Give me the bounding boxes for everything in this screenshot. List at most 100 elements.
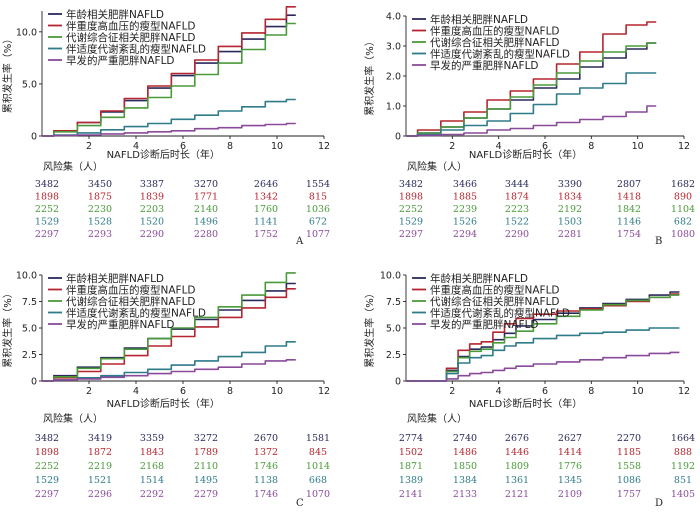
risk-table-cell: 890 — [674, 192, 692, 203]
risk-table-cell: 1361 — [505, 475, 529, 486]
risk-table-cell: 1885 — [453, 192, 477, 203]
x-tick-label: 8 — [227, 141, 233, 152]
risk-table-cell: 1875 — [88, 192, 112, 203]
series-line — [42, 122, 296, 137]
legend-entry: 代谢综合征相关肥胖NAFLD — [430, 295, 560, 308]
series-line — [406, 294, 680, 382]
risk-table-cell: 1080 — [671, 229, 695, 240]
risk-table-cell: 2109 — [558, 489, 582, 500]
series-line — [42, 359, 296, 382]
risk-table-cell: 1664 — [671, 433, 695, 444]
panel-A: 2 4 6 8 10 12 0 5.0 10.0 NAFLD诊断后时长（年） 累积发生率（%） 年龄相… — [1, 6, 330, 247]
risk-table-title: 风险集（人） — [407, 412, 467, 425]
legend-entry: 代谢综合征相关肥胖NAFLD — [66, 295, 196, 308]
legend: 年龄相关肥胖NAFLD伴重度高血压的瘦型NAFLD代谢综合征相关肥胖NAFLD伴… — [412, 13, 570, 72]
legend-entry: 伴适度代谢紊乱的瘦型NAFLD — [430, 307, 570, 320]
risk-table-cell: 815 — [309, 192, 327, 203]
risk-table-cell: 2740 — [453, 433, 477, 444]
legend-entry: 早发的严重肥胖NAFLD — [430, 318, 539, 331]
risk-table-cell: 2290 — [505, 229, 529, 240]
risk-table-cell: 1496 — [194, 217, 218, 228]
legend-entry: 伴适度代谢紊乱的瘦型NAFLD — [66, 307, 206, 320]
risk-table-cell: 1898 — [399, 192, 423, 203]
risk-table-cell: 1014 — [306, 461, 330, 472]
risk-table-cell: 2252 — [35, 461, 59, 472]
risk-table-cell: 2646 — [254, 179, 278, 190]
risk-table-cell: 1776 — [558, 461, 582, 472]
risk-table-cell: 3450 — [88, 179, 112, 190]
risk-table-cell: 3390 — [558, 179, 582, 190]
risk-table-cell: 1898 — [35, 192, 59, 203]
x-tick-label: 4 — [496, 386, 502, 397]
risk-table-cell: 3270 — [194, 179, 218, 190]
y-tick-label: 2.0 — [386, 72, 401, 83]
legend-entry: 早发的严重肥胖NAFLD — [66, 318, 175, 331]
risk-table-cell: 1502 — [399, 447, 423, 458]
risk-table-cell: 2252 — [399, 204, 423, 215]
risk-table-cell: 1141 — [254, 217, 278, 228]
y-tick-label: 0 — [395, 132, 401, 143]
panel-label: B — [655, 236, 662, 247]
x-tick-label: 4 — [496, 141, 502, 152]
risk-table-cell: 851 — [674, 475, 692, 486]
risk-table-cell: 2294 — [453, 229, 477, 240]
risk-table-cell: 2280 — [194, 229, 218, 240]
risk-table-cell: 1086 — [617, 475, 641, 486]
risk-table-cell: 2252 — [35, 204, 59, 215]
x-axis-label: NAFLD诊断后时长（年） — [469, 148, 582, 161]
risk-table-cell: 1789 — [194, 447, 218, 458]
series-line — [406, 72, 657, 137]
risk-table-cell: 1146 — [617, 217, 641, 228]
risk-table-cell: 1752 — [254, 229, 278, 240]
risk-table-cell: 1771 — [194, 192, 218, 203]
panel-D: 2 4 6 8 10 12 0 2.5 5.0 7.5 10.0 NAFLD诊断后时长（年） 累积发生率… — [363, 271, 695, 510]
risk-table-cell: 3419 — [88, 433, 112, 444]
y-tick-label: 3.0 — [386, 42, 401, 53]
x-tick-label: 2 — [86, 141, 92, 152]
legend-entry: 伴适度代谢紊乱的瘦型NAFLD — [66, 43, 206, 56]
risk-table-cell: 1871 — [399, 461, 423, 472]
risk-table-cell: 1558 — [617, 461, 641, 472]
risk-table-cell: 2297 — [399, 229, 423, 240]
y-tick-label: 0 — [31, 132, 37, 143]
y-tick-label: 0 — [395, 377, 401, 388]
risk-table-cell: 888 — [674, 447, 692, 458]
x-axis-label: NAFLD诊断后时长（年） — [107, 397, 220, 410]
risk-table-cell: 1529 — [35, 217, 59, 228]
risk-table-cell: 1104 — [671, 204, 695, 215]
y-tick-label: 10.0 — [380, 271, 401, 282]
y-tick-label: 5.0 — [22, 79, 37, 90]
x-tick-label: 2 — [86, 386, 92, 397]
legend-entry: 年龄相关肥胖NAFLD — [66, 272, 164, 285]
legend-entry: 伴重度高血压的瘦型NAFLD — [430, 284, 560, 297]
x-tick-label: 2 — [449, 386, 455, 397]
y-axis-label: 累积发生率（%） — [1, 34, 14, 114]
y-tick-label: 7.5 — [22, 297, 37, 308]
series-line — [42, 341, 296, 382]
risk-table-cell: 1446 — [505, 447, 529, 458]
legend-entry: 伴适度代谢紊乱的瘦型NAFLD — [430, 48, 570, 61]
legend-entry: 年龄相关肥胖NAFLD — [430, 13, 528, 26]
risk-table-cell: 2293 — [88, 229, 112, 240]
x-tick-label: 12 — [678, 386, 690, 397]
risk-table-cell: 1414 — [558, 447, 582, 458]
risk-table-cell: 1372 — [254, 447, 278, 458]
x-tick-label: 8 — [588, 386, 594, 397]
x-tick-label: 12 — [678, 141, 690, 152]
risk-table-cell: 845 — [309, 447, 327, 458]
risk-table-cell: 2297 — [35, 489, 59, 500]
risk-table-cell: 1486 — [453, 447, 477, 458]
legend-entry: 代谢综合征相关肥胖NAFLD — [430, 36, 560, 49]
risk-table-cell: 1760 — [254, 204, 278, 215]
series-line — [406, 42, 657, 137]
risk-table-cell: 1185 — [617, 447, 641, 458]
risk-table-cell: 2203 — [140, 204, 164, 215]
risk-table-cell: 2239 — [453, 204, 477, 215]
x-axis-label: NAFLD诊断后时长（年） — [107, 148, 220, 161]
risk-table-cell: 1495 — [194, 475, 218, 486]
risk-table-title: 风险集（人） — [407, 160, 467, 173]
risk-table-cell: 2676 — [505, 433, 529, 444]
risk-table-cell: 1872 — [88, 447, 112, 458]
risk-table-cell: 1070 — [306, 489, 330, 500]
risk-table-cell: 2121 — [505, 489, 529, 500]
